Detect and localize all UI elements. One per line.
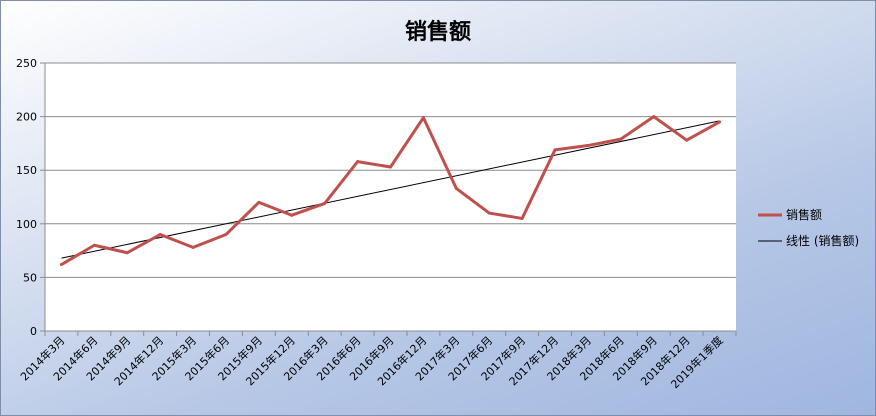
data-point: [92, 243, 96, 247]
data-point: [323, 201, 327, 205]
data-point: [553, 148, 557, 152]
plot-area: [45, 63, 736, 331]
data-point: [586, 144, 590, 148]
data-point: [158, 233, 162, 237]
y-tick-label: 150: [16, 164, 37, 177]
series-layer: [59, 115, 722, 267]
data-point: [224, 233, 228, 237]
y-tick-label: 250: [16, 57, 37, 70]
data-point: [290, 213, 294, 217]
data-point: [356, 160, 360, 164]
data-point: [257, 200, 261, 204]
y-tick-label: 100: [16, 218, 37, 231]
data-point: [454, 186, 458, 190]
chart-title: 销售额: [405, 19, 471, 45]
data-point: [389, 165, 392, 169]
y-tick-label: 50: [23, 271, 37, 284]
data-point: [619, 137, 623, 141]
data-point: [652, 115, 656, 119]
data-point: [125, 251, 129, 255]
data-point: [421, 116, 425, 120]
data-point: [191, 245, 195, 249]
data-point: [520, 216, 524, 220]
y-tick-label: 0: [30, 325, 37, 338]
trendline: [61, 120, 720, 259]
data-point: [685, 138, 689, 142]
data-point: [487, 211, 491, 215]
gridlines: [45, 62, 736, 278]
legend-label-trendline: 线性 (销售额): [786, 233, 859, 248]
data-point: [59, 263, 63, 267]
y-tick-label: 200: [16, 111, 37, 124]
legend-label-sales: 销售额: [786, 207, 822, 222]
data-point: [718, 120, 722, 124]
legend: 销售额 线性 (销售额): [758, 207, 859, 248]
